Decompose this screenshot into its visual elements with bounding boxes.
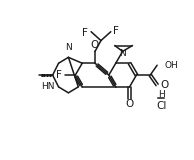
Text: OH: OH bbox=[164, 61, 178, 70]
Text: O: O bbox=[160, 80, 168, 90]
Text: H: H bbox=[158, 90, 165, 99]
Text: O: O bbox=[90, 40, 98, 50]
Text: F: F bbox=[56, 70, 61, 80]
Text: N: N bbox=[65, 43, 72, 52]
Text: O: O bbox=[125, 99, 134, 109]
Text: Cl: Cl bbox=[156, 101, 166, 111]
Text: N: N bbox=[119, 49, 126, 58]
Text: F: F bbox=[82, 28, 88, 38]
Text: F: F bbox=[113, 26, 119, 36]
Text: HN: HN bbox=[41, 82, 55, 91]
